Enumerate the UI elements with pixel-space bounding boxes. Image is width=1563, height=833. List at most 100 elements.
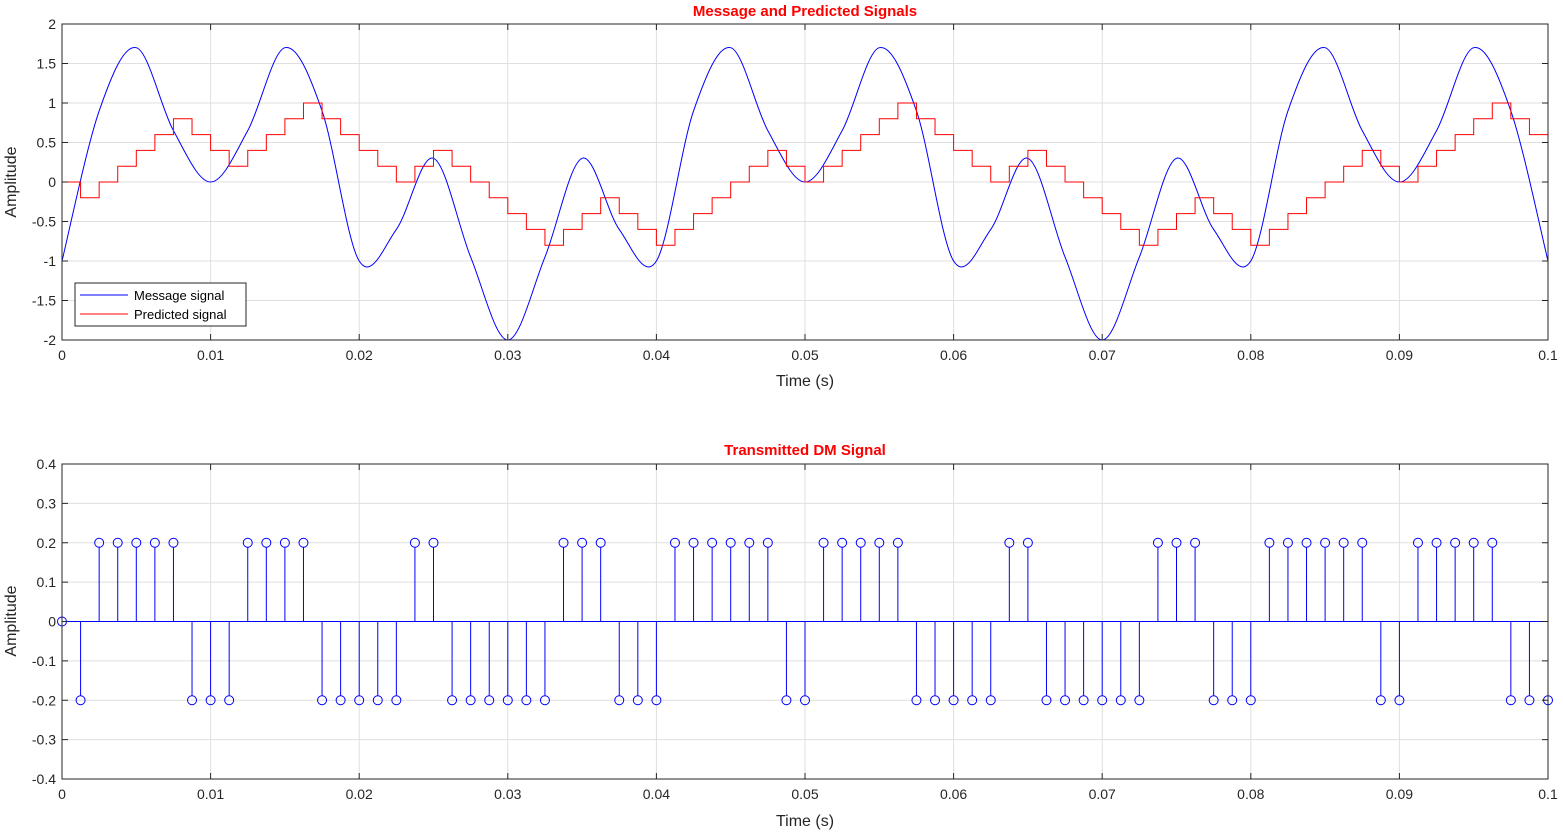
y-tick-label: 0: [48, 174, 56, 190]
stem-marker: [1487, 537, 1498, 548]
x-tick-label: 0: [58, 347, 66, 363]
stem-marker: [1282, 537, 1293, 548]
stem-marker: [428, 537, 439, 548]
stem-marker: [632, 695, 643, 706]
stem-marker: [1134, 695, 1145, 706]
stem-marker: [892, 537, 903, 548]
stem-marker: [837, 537, 848, 548]
stem-marker: [224, 695, 235, 706]
stem-marker: [1357, 537, 1368, 548]
x-axis-label-2: Time (s): [776, 813, 834, 830]
x-tick-label: 0.09: [1386, 347, 1413, 363]
y-tick-label: -0.4: [32, 771, 56, 787]
x-tick-label: 0.08: [1237, 786, 1264, 802]
x-tick-label: 0.07: [1089, 786, 1116, 802]
chart-title-1: Message and Predicted Signals: [693, 3, 917, 20]
stem-marker: [279, 537, 290, 548]
stem-marker: [707, 537, 718, 548]
stem-marker: [335, 695, 346, 706]
stem-marker: [354, 695, 365, 706]
stem-marker: [1115, 695, 1126, 706]
stem-marker: [1468, 537, 1479, 548]
stem-marker: [391, 695, 402, 706]
stem-marker: [372, 695, 383, 706]
axes-message-predicted: 0 0.01 0.02 0.03 0.04 0.05 0.06 0.07 0.08 0.09 0.1…: [3, 3, 1558, 390]
x-tick-label: 0.08: [1237, 347, 1264, 363]
stem-marker: [614, 695, 625, 706]
stem-marker: [1505, 695, 1516, 706]
stem-marker: [539, 695, 550, 706]
stem-marker: [948, 695, 959, 706]
stem-marker: [1450, 537, 1461, 548]
stem-marker: [781, 695, 792, 706]
stem-marker: [1152, 537, 1163, 548]
stem-marker: [1301, 537, 1312, 548]
stem-marker: [1375, 695, 1386, 706]
stem-marker: [94, 537, 105, 548]
stem-marker: [1524, 695, 1535, 706]
y-tick-label: -0.5: [32, 214, 56, 230]
stem-marker: [1412, 537, 1423, 548]
y-tick-label: 0.2: [37, 535, 57, 551]
stem-marker: [967, 695, 978, 706]
y-tick-label: 0.4: [37, 456, 57, 472]
x-tick-label: 0.1: [1538, 347, 1558, 363]
stem-marker: [1245, 695, 1256, 706]
legend: Message signal Predicted signal: [74, 282, 247, 327]
stem-marker: [484, 695, 495, 706]
stem-marker: [75, 695, 86, 706]
y-tick-label: -0.1: [32, 653, 56, 669]
stem-marker: [725, 537, 736, 548]
stem-marker: [261, 537, 272, 548]
stem-marker: [131, 537, 142, 548]
stem-marker: [874, 537, 885, 548]
stem-marker: [112, 537, 123, 548]
y-tick-label: 0.3: [37, 495, 57, 511]
stem-marker: [242, 537, 253, 548]
stem-marker: [855, 537, 866, 548]
stem-marker: [985, 695, 996, 706]
x-tick-label: 0.09: [1386, 786, 1413, 802]
stem-marker: [187, 695, 198, 706]
stem-marker: [1041, 695, 1052, 706]
stem-marker: [502, 695, 513, 706]
x-tick-label: 0.03: [494, 347, 521, 363]
x-tick-label: 0.03: [494, 786, 521, 802]
x-tick-label: 0.02: [346, 347, 373, 363]
y-axis-label-2: Amplitude: [3, 585, 20, 656]
legend-box: [74, 282, 247, 327]
stem-marker: [1208, 695, 1219, 706]
tick-layer-2: 0 0.01 0.02 0.03 0.04 0.05 0.06 0.07 0.08 0.09 0.1…: [32, 456, 1558, 802]
x-tick-label: 0.04: [643, 347, 670, 363]
axes-dm-signal: 0 0.01 0.02 0.03 0.04 0.05 0.06 0.07 0.08 0.09 0.1…: [3, 442, 1558, 830]
y-tick-label: 0.5: [37, 135, 57, 151]
x-tick-label: 0.04: [643, 786, 670, 802]
x-tick-label: 0.06: [940, 786, 967, 802]
stem-marker: [409, 537, 420, 548]
y-tick-label: 2: [48, 16, 56, 32]
stem-marker: [1431, 537, 1442, 548]
stem-marker: [1190, 537, 1201, 548]
stem-marker: [1078, 695, 1089, 706]
stem-marker: [1060, 695, 1071, 706]
y-tick-label: 1: [48, 95, 56, 111]
legend-label-message: Message signal: [134, 288, 224, 303]
y-tick-label: -1: [44, 253, 57, 269]
stem-marker: [1394, 695, 1405, 706]
stem-marker: [205, 695, 216, 706]
stem-marker: [447, 695, 458, 706]
y-tick-label: -2: [44, 332, 57, 348]
stem-marker: [930, 695, 941, 706]
stem-marker: [317, 695, 328, 706]
x-tick-label: 0.05: [791, 786, 818, 802]
x-tick-label: 0.01: [197, 786, 224, 802]
stem-marker: [298, 537, 309, 548]
stem-marker: [669, 537, 680, 548]
stem-marker: [1338, 537, 1349, 548]
x-axis-label-1: Time (s): [776, 373, 834, 390]
x-tick-label: 0.06: [940, 347, 967, 363]
stem-marker: [168, 537, 179, 548]
stem-marker: [465, 695, 476, 706]
x-tick-label: 0: [58, 786, 66, 802]
x-tick-label: 0.07: [1089, 347, 1116, 363]
